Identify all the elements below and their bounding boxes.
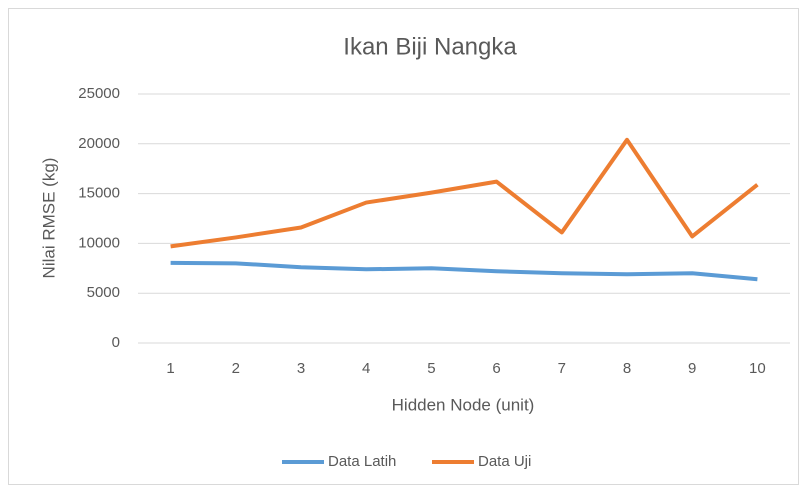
- x-tick-label: 3: [297, 360, 305, 377]
- x-tick-label: 6: [492, 360, 500, 377]
- x-tick-label: 10: [749, 360, 766, 377]
- x-tick-label: 2: [232, 360, 240, 377]
- x-tick-label: 5: [427, 360, 435, 377]
- legend-label: Data Uji: [478, 453, 531, 470]
- y-tick-label: 5000: [87, 284, 120, 301]
- x-axis-label: Hidden Node (unit): [392, 395, 535, 414]
- x-tick-label: 4: [362, 360, 370, 377]
- x-tick-label: 7: [558, 360, 566, 377]
- chart-title: Ikan Biji Nangka: [343, 33, 517, 60]
- y-tick-label: 20000: [78, 135, 120, 152]
- legend-label: Data Latih: [328, 453, 396, 470]
- data-line: [170, 260, 758, 282]
- x-tick-label: 8: [623, 360, 631, 377]
- y-axis-label: Nilai RMSE (kg): [39, 158, 58, 279]
- y-tick-label: 15000: [78, 185, 120, 202]
- chart-border: [8, 8, 799, 485]
- data-line: [170, 137, 759, 249]
- y-tick-label: 0: [112, 334, 120, 351]
- y-tick-label: 25000: [78, 85, 120, 102]
- x-tick-label: 1: [166, 360, 174, 377]
- y-tick-label: 10000: [78, 234, 120, 251]
- x-tick-label: 9: [688, 360, 696, 377]
